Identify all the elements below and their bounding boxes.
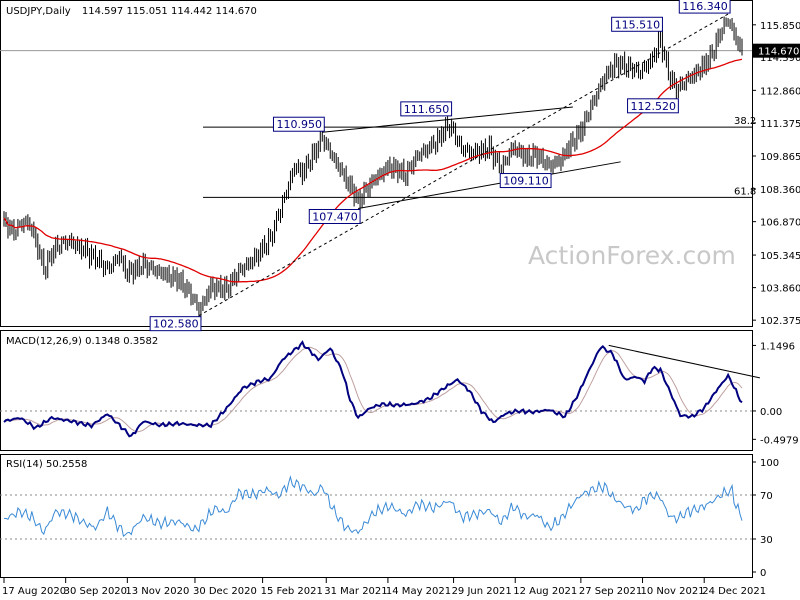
- price-tick-label: 108.360: [760, 185, 800, 196]
- swing-label-box: [678, 0, 731, 14]
- macd-panel-frame: [0, 330, 753, 451]
- swing-label-box: [627, 98, 679, 114]
- swing-label-box: [149, 316, 202, 332]
- watermark: ActionForex.com: [528, 241, 736, 270]
- macd-line: [3, 340, 743, 438]
- date-tick-label: 17 Aug 2020: [2, 586, 66, 597]
- macd-tick-label: 0.00: [760, 407, 782, 418]
- swing-label-box: [611, 16, 663, 32]
- date-tick-label: 24 Dec 2021: [702, 586, 766, 597]
- swing-label-text: 102.580: [153, 318, 199, 331]
- date-tick-label: 14 May 2021: [386, 586, 451, 597]
- rsi-panel-frame: [0, 454, 753, 578]
- rsi-tick-label: 100: [760, 458, 779, 469]
- date-tick-label: 30 Sep 2020: [64, 586, 127, 597]
- swing-label-text: 109.110: [503, 175, 549, 188]
- macd-signal-line: [3, 346, 743, 433]
- last-price-tag: [753, 43, 800, 58]
- date-tick-label: 31 Mar 2021: [324, 586, 387, 597]
- swing-label-text: 111.650: [404, 103, 450, 116]
- price-panel-title: USDJPY,Daily 114.597 115.051 114.442 114…: [6, 6, 257, 17]
- macd-series-group: [0, 340, 761, 438]
- price-tick-label: 109.865: [760, 152, 800, 163]
- price-series-group: 38.2 61.8 102.580 110.950 107.470 111.650 109.…: [0, 0, 756, 332]
- date-tick-label: 10 Nov 2021: [641, 586, 705, 597]
- swing-label-text: 112.520: [631, 100, 677, 113]
- rsi-line: [3, 474, 743, 537]
- date-tick-label: 30 Dec 2020: [193, 586, 257, 597]
- price-tick-label: 103.860: [760, 284, 800, 295]
- fib-level-label: 61.8: [734, 186, 756, 197]
- price-tick-label: 111.375: [760, 119, 800, 130]
- rsi-tick-label: 0: [760, 568, 766, 579]
- price-tick-label: 106.870: [760, 218, 800, 229]
- date-tick-label: 27 Sep 2021: [579, 586, 642, 597]
- axis-labels-group: 115.850 114.390 112.860 111.375 109.865 108.3…: [2, 21, 800, 597]
- macd-trendline: [608, 344, 761, 379]
- date-tick-label: 12 Aug 2021: [513, 586, 577, 597]
- macd-tick-label: -0.4979: [760, 435, 799, 446]
- rsi-tick-label: 70: [760, 491, 773, 502]
- date-tick-label: 15 Feb 2021: [261, 586, 323, 597]
- swing-label-text: 116.340: [682, 0, 728, 13]
- price-tick-label: 114.390: [760, 53, 800, 64]
- fib-level-label: 38.2: [734, 116, 756, 127]
- rsi-series-group: [0, 474, 752, 540]
- swing-label-box: [499, 173, 552, 189]
- rsi-panel-title: RSI(14) 50.2558: [6, 459, 87, 470]
- date-tick-label: 29 Jun 2021: [452, 586, 512, 597]
- swing-label-box: [272, 116, 325, 132]
- macd-panel-title: MACD(12,26,9) 0.1348 0.3582: [6, 336, 158, 347]
- trendline: [357, 161, 621, 209]
- swing-label-box: [308, 208, 361, 224]
- price-tick-label: 105.345: [760, 251, 800, 262]
- macd-tick-label: 1.1496: [760, 341, 795, 352]
- swing-label-text: 110.950: [276, 118, 322, 131]
- swing-label-text: 115.510: [615, 18, 661, 31]
- moving-average-line: [3, 58, 743, 283]
- price-panel-frame: [0, 0, 753, 327]
- swing-label-text: 107.470: [312, 210, 358, 223]
- trendline: [322, 106, 573, 133]
- price-tick-label: 115.850: [760, 21, 800, 32]
- swing-label-box: [400, 101, 453, 117]
- price-tick-label: 102.375: [760, 316, 800, 327]
- last-price-label: 114.670: [758, 47, 799, 58]
- price-tick-label: 112.860: [760, 86, 800, 97]
- date-tick-label: 13 Nov 2020: [125, 586, 189, 597]
- rsi-tick-label: 30: [760, 535, 773, 546]
